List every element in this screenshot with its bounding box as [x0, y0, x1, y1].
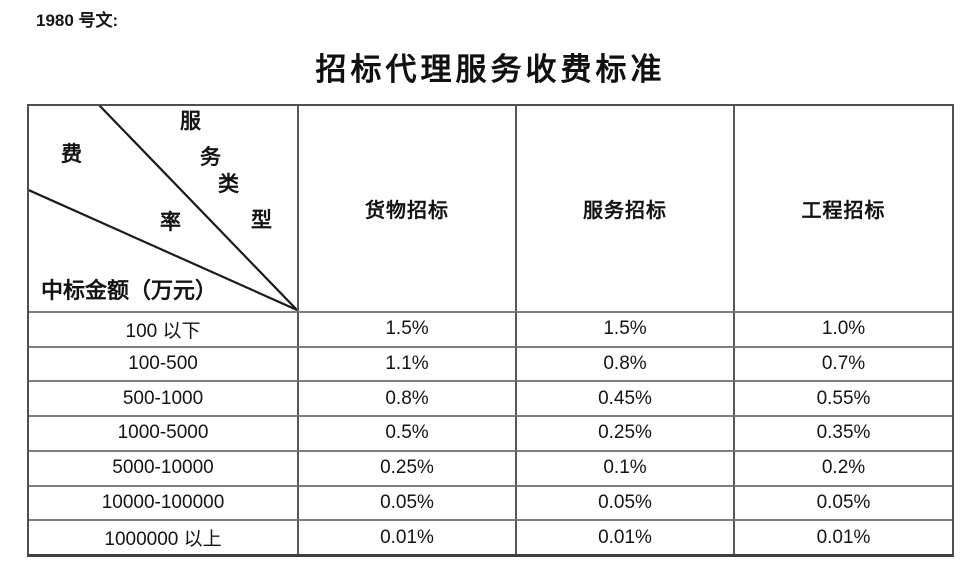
row-label: 10000-100000	[29, 484, 297, 520]
table-cell: 1.5%	[297, 311, 515, 346]
row-label: 1000000 以上	[29, 519, 297, 554]
page-title: 招标代理服务收费标准	[315, 52, 666, 87]
table-cell: 0.8%	[515, 345, 733, 381]
table-cell: 0.25%	[515, 415, 733, 450]
row-label: 5000-10000	[29, 449, 297, 485]
table-cell: 0.01%	[297, 519, 515, 554]
table-cell: 1.5%	[515, 311, 733, 346]
table-cell: 0.05%	[515, 484, 733, 520]
table-cell: 0.25%	[297, 449, 515, 485]
table-cell: 0.01%	[733, 519, 952, 554]
fee-standard-table: 服 务 类 型 费 率 中标金额（万元） 货物招标 服务招标 工程招标 100 …	[27, 104, 954, 557]
corner-service-type-char-4: 型	[251, 208, 272, 232]
table-cell: 0.8%	[297, 380, 515, 416]
corner-service-type-char-2: 务	[200, 145, 221, 169]
column-header-goods: 货物招标	[297, 106, 515, 311]
table-cell: 0.5%	[297, 415, 515, 450]
corner-rate-char-2: 率	[160, 210, 181, 234]
corner-service-type-char-3: 类	[218, 172, 239, 196]
column-header-works: 工程招标	[733, 106, 952, 311]
table-cell: 1.0%	[733, 311, 952, 346]
table-cell: 0.45%	[515, 380, 733, 416]
table-cell: 0.05%	[297, 484, 515, 520]
corner-rate-char-1: 费	[61, 142, 82, 166]
column-header-services: 服务招标	[515, 106, 733, 311]
table-cell: 0.2%	[733, 449, 952, 485]
table-cell: 0.55%	[733, 380, 952, 416]
row-label: 100 以下	[29, 311, 297, 346]
table-cell: 0.7%	[733, 345, 952, 381]
corner-amount-label: 中标金额（万元）	[41, 278, 218, 303]
table-cell: 1.1%	[297, 345, 515, 381]
table-cell: 0.05%	[733, 484, 952, 520]
table-cell: 0.1%	[515, 449, 733, 485]
row-label: 500-1000	[29, 380, 297, 415]
corner-service-type-char-1: 服	[180, 109, 201, 133]
row-label: 1000-5000	[29, 415, 297, 450]
table-cell: 0.01%	[515, 519, 733, 554]
doc-reference: 1980 号文:	[36, 11, 119, 30]
table-corner-cell: 服 务 类 型 费 率 中标金额（万元）	[29, 106, 297, 311]
row-label: 100-500	[29, 345, 297, 381]
table-cell: 0.35%	[733, 415, 952, 450]
diagonal-divider-lines	[29, 106, 297, 311]
